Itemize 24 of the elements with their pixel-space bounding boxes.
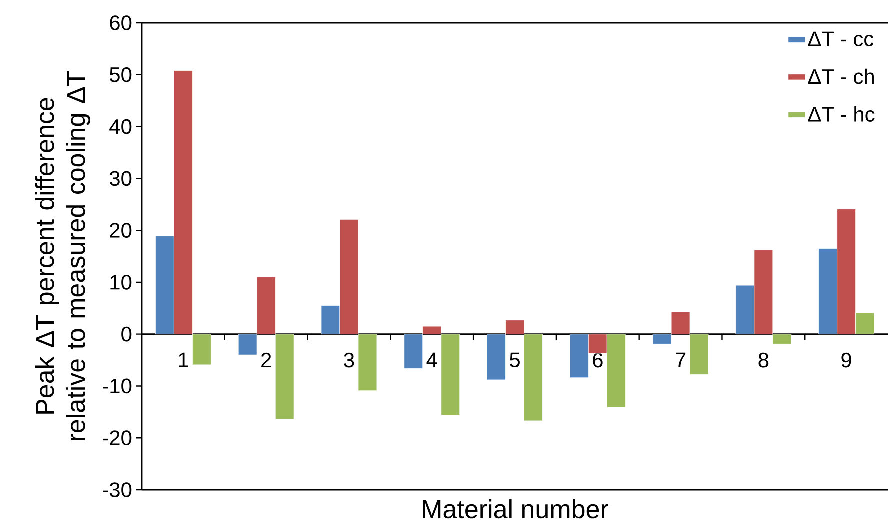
x-tick-label: 1: [179, 352, 188, 368]
x-axis-title: Material number: [423, 500, 608, 519]
y-tick-label: 50: [110, 67, 132, 82]
y-tick-label: 30: [110, 171, 132, 186]
y-tick-label: 60: [110, 16, 132, 30]
x-tick-label: 4: [426, 352, 438, 368]
legend-label: ΔT - cc: [808, 32, 874, 47]
y-tick-label: -10: [103, 378, 132, 394]
y-tick-label: -20: [103, 430, 132, 446]
x-tick-label: 8: [758, 352, 769, 368]
y-tick-label: 0: [122, 326, 132, 342]
y-tick-label: 40: [110, 119, 132, 134]
x-tick-label: 5: [510, 352, 520, 368]
x-tick-label: 9: [842, 352, 852, 368]
x-tick-label: 2: [262, 352, 272, 368]
y-tick-label: 10: [110, 275, 132, 290]
legend-label: ΔT - hc: [808, 106, 875, 122]
x-tick-label: 6: [593, 352, 603, 368]
y-tick-label: -30: [103, 482, 132, 498]
y-axis-title: Peak ΔT percent difference relative to measured cooling ΔT: [35, 71, 90, 440]
x-tick-label: 3: [344, 352, 354, 368]
legend-label: ΔT - ch: [808, 68, 874, 84]
y-tick-label: 20: [110, 223, 132, 238]
x-tick-label: 7: [676, 352, 686, 368]
